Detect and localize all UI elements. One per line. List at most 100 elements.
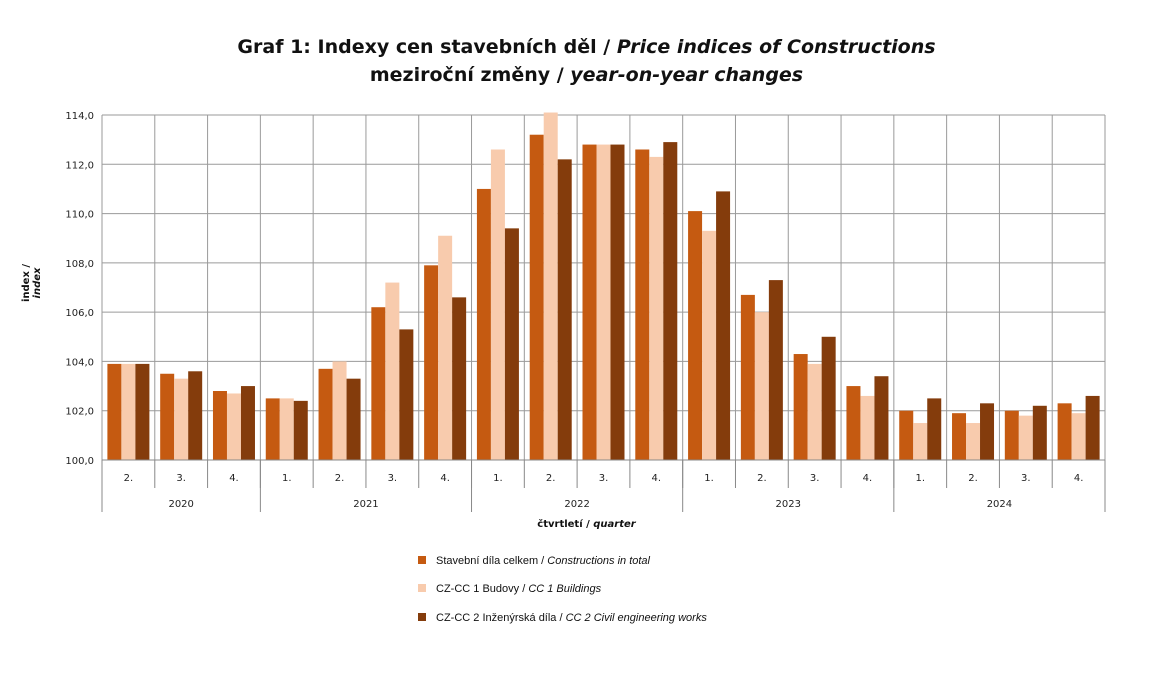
bar bbox=[754, 312, 769, 460]
bar bbox=[716, 191, 731, 460]
legend-swatch-buildings bbox=[418, 584, 426, 593]
bar bbox=[649, 156, 664, 460]
bar bbox=[793, 354, 808, 460]
bar bbox=[952, 413, 967, 460]
bar bbox=[346, 378, 361, 460]
bar bbox=[663, 142, 678, 460]
y-tick-label: 108,0 bbox=[65, 259, 94, 270]
bar bbox=[279, 398, 294, 460]
bar bbox=[240, 386, 255, 460]
bar bbox=[899, 410, 914, 460]
bar bbox=[424, 265, 439, 460]
group-label: 2022 bbox=[564, 499, 589, 510]
group-label: 2024 bbox=[987, 499, 1012, 510]
chart-title-line2: meziroční změny / year-on-year changes bbox=[369, 64, 804, 86]
bar bbox=[1057, 403, 1072, 460]
bar bbox=[1071, 413, 1086, 460]
x-tick-label: 2. bbox=[124, 473, 134, 484]
bar bbox=[504, 228, 519, 460]
bar bbox=[966, 423, 981, 460]
y-tick-label: 104,0 bbox=[65, 357, 94, 368]
bar bbox=[913, 423, 928, 460]
y-tick-label: 110,0 bbox=[65, 210, 94, 221]
x-tick-label: 1. bbox=[282, 473, 292, 484]
x-tick-label: 2. bbox=[335, 473, 345, 484]
bar bbox=[135, 363, 150, 460]
bar bbox=[1004, 410, 1019, 460]
y-tick-label: 102,0 bbox=[65, 407, 94, 418]
bar bbox=[188, 371, 203, 460]
bar bbox=[1018, 415, 1033, 460]
x-tick-label: 3. bbox=[599, 473, 609, 484]
y-tick-label: 112,0 bbox=[65, 160, 94, 171]
bar bbox=[438, 235, 453, 460]
x-tick-label: 4. bbox=[229, 473, 239, 484]
bar bbox=[174, 378, 189, 460]
legend-item-civil-engineering: CZ-CC 2 Inženýrská díla / CC 2 Civil eng… bbox=[418, 612, 707, 624]
legend-swatch-civil-engineering bbox=[418, 613, 426, 622]
bar bbox=[927, 398, 942, 460]
x-tick-label: 3. bbox=[176, 473, 186, 484]
bar bbox=[635, 149, 650, 460]
y-axis-title: index / index bbox=[21, 263, 43, 303]
bar bbox=[293, 400, 308, 460]
x-tick-label: 2. bbox=[968, 473, 978, 484]
bar bbox=[596, 144, 611, 461]
bar bbox=[980, 403, 995, 460]
bar bbox=[821, 336, 836, 460]
bar bbox=[476, 188, 491, 460]
bar bbox=[399, 329, 414, 460]
bar bbox=[107, 363, 122, 460]
x-tick-label: 2. bbox=[546, 473, 556, 484]
x-axis-title: čtvrtletí / quarter bbox=[537, 519, 636, 530]
x-tick-label: 1. bbox=[704, 473, 714, 484]
x-tick-label: 1. bbox=[493, 473, 503, 484]
chart-title-line1: Graf 1: Indexy cen stavebních děl / Pric… bbox=[237, 36, 936, 58]
x-tick-label: 2. bbox=[757, 473, 767, 484]
group-label: 2020 bbox=[168, 499, 193, 510]
legend-swatch-total bbox=[418, 556, 426, 565]
bar bbox=[874, 376, 889, 460]
bar bbox=[688, 211, 703, 460]
x-tick-label: 3. bbox=[810, 473, 820, 484]
bar bbox=[1085, 395, 1100, 460]
bar bbox=[768, 280, 783, 460]
bar bbox=[385, 282, 400, 460]
bar bbox=[740, 294, 755, 460]
y-tick-label: 100,0 bbox=[65, 456, 94, 467]
bar bbox=[1032, 405, 1047, 460]
bar bbox=[332, 361, 347, 460]
bar bbox=[265, 398, 280, 460]
bar bbox=[318, 368, 333, 460]
x-tick-label: 4. bbox=[652, 473, 662, 484]
group-label: 2021 bbox=[353, 499, 378, 510]
legend-item-buildings: CZ-CC 1 Budovy / CC 1 Buildings bbox=[418, 583, 601, 595]
bar bbox=[212, 391, 227, 460]
bar bbox=[702, 230, 717, 460]
y-tick-label: 114,0 bbox=[65, 111, 94, 122]
legend-item-total: Stavební díla celkem / Constructions in … bbox=[418, 555, 650, 567]
bar bbox=[543, 112, 558, 461]
x-tick-label: 1. bbox=[915, 473, 925, 484]
bar bbox=[160, 373, 175, 460]
bar bbox=[846, 386, 861, 460]
bar bbox=[490, 149, 505, 460]
bar bbox=[557, 159, 572, 460]
bar bbox=[860, 395, 875, 460]
bar bbox=[226, 393, 241, 460]
bar bbox=[807, 363, 822, 460]
x-tick-label: 3. bbox=[1021, 473, 1031, 484]
group-label: 2023 bbox=[776, 499, 801, 510]
bar bbox=[452, 297, 467, 460]
y-tick-label: 106,0 bbox=[65, 308, 94, 319]
bar bbox=[121, 363, 136, 460]
bar bbox=[582, 144, 597, 461]
x-tick-label: 4. bbox=[1074, 473, 1084, 484]
bar bbox=[610, 144, 625, 461]
bar bbox=[371, 307, 386, 460]
bar bbox=[529, 134, 544, 460]
x-tick-label: 4. bbox=[440, 473, 450, 484]
x-tick-label: 4. bbox=[863, 473, 873, 484]
